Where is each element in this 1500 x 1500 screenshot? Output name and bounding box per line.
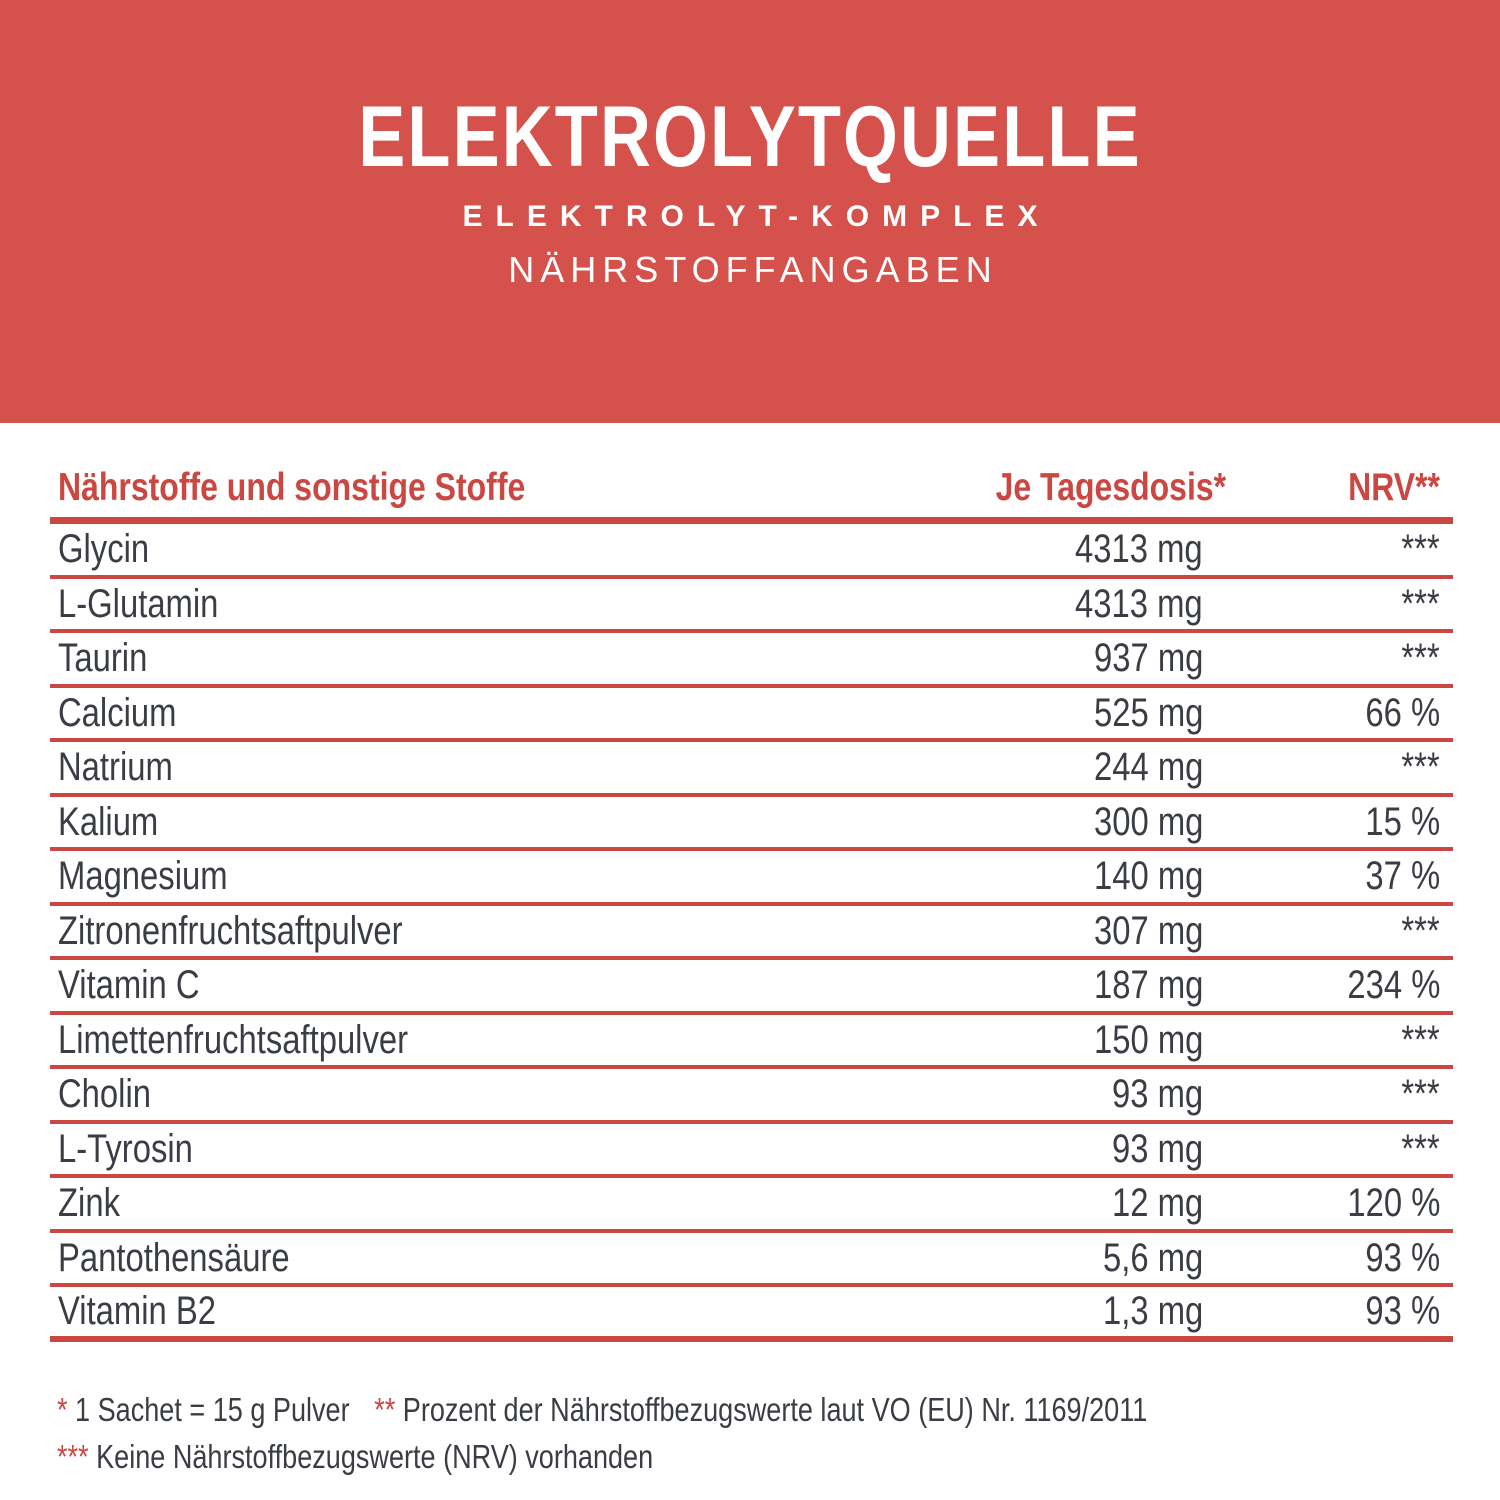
nutrient-nrv: ***	[1401, 1072, 1440, 1117]
column-header-nutrients: Nährstoffe und sonstige Stoffe	[58, 466, 526, 509]
nutrient-amount: 300 mg	[1093, 799, 1203, 844]
nutrient-name: Glycin	[58, 527, 150, 572]
footnote-marker-3: ***	[57, 1437, 89, 1475]
table-row: Vitamin B2 1,3 mg 93 %	[50, 1287, 1453, 1342]
nutrient-amount: 187 mg	[1093, 963, 1203, 1008]
nutrient-nrv: 37 %	[1365, 854, 1440, 899]
nutrient-nrv: 66 %	[1365, 690, 1440, 735]
footnote-line-1: * 1 Sachet = 15 g Pulver ** Prozent der N…	[57, 1386, 1240, 1433]
footnote-text-3: Keine Nährstoffbezugswerte (NRV) vorhand…	[96, 1437, 654, 1475]
table-row: Magnesium 140 mg 37 %	[50, 851, 1453, 906]
nutrient-nrv: 93 %	[1365, 1235, 1440, 1280]
nutrient-nrv: 120 %	[1346, 1181, 1440, 1226]
section-title: NÄHRSTOFFANGABEN	[508, 249, 998, 290]
footnote-marker-1: *	[57, 1390, 68, 1428]
nutrient-name: Kalium	[58, 799, 159, 844]
column-header-daily-dose: Je Tagesdosis*	[995, 466, 1227, 509]
table-row: Zitronenfruchtsaftpulver 307 mg ***	[50, 906, 1453, 960]
nutrient-name: Limettenfruchtsaftpulver	[58, 1017, 409, 1062]
nutrient-name: Natrium	[58, 745, 173, 790]
nutrient-nrv: ***	[1401, 908, 1440, 953]
nutrient-amount: 93 mg	[1111, 1072, 1203, 1117]
nutrient-amount: 140 mg	[1093, 854, 1203, 899]
nutrient-nrv: ***	[1401, 636, 1440, 681]
table-row: L-Glutamin 4313 mg ***	[50, 579, 1453, 633]
nutrition-table: Nährstoffe und sonstige Stoffe Je Tagesd…	[50, 423, 1453, 1342]
nutrient-nrv: ***	[1401, 1017, 1440, 1062]
nutrient-amount: 937 mg	[1093, 636, 1203, 681]
footnote-marker-2: **	[374, 1390, 396, 1428]
nutrient-nrv: ***	[1401, 1126, 1440, 1171]
table-row: Zink 12 mg 120 %	[50, 1178, 1453, 1233]
table-row: Glycin 4313 mg ***	[50, 524, 1453, 579]
nutrient-name: L-Tyrosin	[58, 1126, 193, 1171]
nutrient-amount: 1,3 mg	[1102, 1289, 1203, 1334]
nutrient-amount: 93 mg	[1111, 1126, 1203, 1171]
nutrient-amount: 5,6 mg	[1102, 1235, 1203, 1280]
nutrient-amount: 307 mg	[1093, 908, 1203, 953]
table-row: Natrium 244 mg ***	[50, 742, 1453, 797]
nutrient-nrv: ***	[1401, 745, 1440, 790]
nutrient-name: L-Glutamin	[58, 581, 219, 626]
nutrient-amount: 525 mg	[1093, 690, 1203, 735]
nutrient-name: Magnesium	[58, 854, 228, 899]
nutrient-amount: 150 mg	[1093, 1017, 1203, 1062]
footnotes: * 1 Sachet = 15 g Pulver ** Prozent der N…	[57, 1386, 1500, 1480]
nutrient-name: Zitronenfruchtsaftpulver	[58, 908, 403, 953]
nutrient-name: Zink	[58, 1181, 120, 1226]
nutrient-name: Cholin	[58, 1072, 151, 1117]
nutrient-nrv: 234 %	[1346, 963, 1440, 1008]
product-subtitle: ELEKTROLYT-KOMPLEX	[462, 200, 1051, 233]
nutrient-nrv: 93 %	[1365, 1289, 1440, 1334]
footnote-line-2: *** Keine Nährstoffbezugswerte (NRV) vor…	[57, 1433, 1240, 1480]
footnote-text-2: Prozent der Nährstoffbezugswerte laut VO…	[402, 1390, 1148, 1428]
nutrient-amount: 12 mg	[1111, 1181, 1203, 1226]
table-row: Limettenfruchtsaftpulver 150 mg ***	[50, 1015, 1453, 1069]
column-header-nrv: NRV**	[1348, 466, 1440, 509]
nutrient-name: Taurin	[58, 636, 148, 681]
table-row: Kalium 300 mg 15 %	[50, 797, 1453, 851]
header-banner: ELEKTROLYTQUELLE ELEKTROLYT-KOMPLEX NÄHR…	[0, 0, 1500, 423]
table-row: Cholin 93 mg ***	[50, 1069, 1453, 1124]
footnote-text-1: 1 Sachet = 15 g Pulver	[75, 1390, 350, 1428]
nutrient-amount: 4313 mg	[1075, 581, 1203, 626]
table-row: Calcium 525 mg 66 %	[50, 688, 1453, 742]
nutrient-amount: 244 mg	[1093, 745, 1203, 790]
table-row: Pantothensäure 5,6 mg 93 %	[50, 1233, 1453, 1287]
nutrient-name: Vitamin C	[58, 963, 200, 1008]
table-row: Vitamin C 187 mg 234 %	[50, 960, 1453, 1015]
table-body: Glycin 4313 mg *** L-Glutamin 4313 mg *** Taur…	[50, 524, 1453, 1342]
nutrient-name: Calcium	[58, 690, 177, 735]
table-header-row: Nährstoffe und sonstige Stoffe Je Tagesd…	[50, 423, 1453, 524]
product-title: ELEKTROLYTQUELLE	[358, 89, 1142, 185]
nutrient-nrv: ***	[1401, 581, 1440, 626]
nutrient-nrv: ***	[1401, 527, 1440, 572]
nutrient-name: Vitamin B2	[58, 1289, 217, 1334]
nutrient-nrv: 15 %	[1365, 799, 1440, 844]
table-row: L-Tyrosin 93 mg ***	[50, 1124, 1453, 1178]
table-row: Taurin 937 mg ***	[50, 633, 1453, 688]
nutrient-name: Pantothensäure	[58, 1235, 290, 1280]
nutrient-amount: 4313 mg	[1075, 527, 1203, 572]
